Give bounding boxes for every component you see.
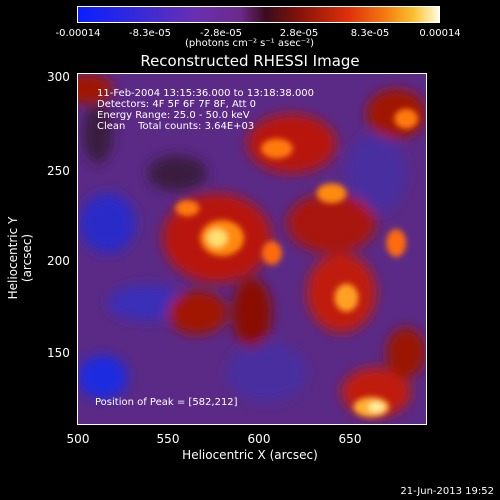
energy-range: Energy Range: 25.0 - 50.0 keV: [97, 110, 250, 121]
footer-date: 21-Jun-2013 19:52: [400, 486, 494, 497]
time-range: 11-Feb-2004 13:15:36.000 to 13:18:38.000: [97, 88, 315, 99]
y-tick-label: 200: [47, 254, 70, 268]
clean-counts: Clean Total counts: 3.64E+03: [97, 121, 255, 132]
colorbar-units: (photons cm⁻² s⁻¹ asec⁻²): [185, 38, 315, 49]
image-title: Reconstructed RHESSI Image: [140, 52, 360, 70]
y-tick-label: 150: [47, 346, 70, 360]
y-tick-label: 250: [47, 164, 70, 178]
x-tick-label: 650: [338, 432, 362, 446]
peak-position: Position of Peak = [582,212]: [95, 397, 238, 408]
colorbar-tick-label: 8.3e-05: [350, 28, 390, 39]
colorbar-tick-label: 2.8e-05: [279, 28, 319, 39]
colorbar-tick-label: -2.8e-05: [200, 28, 242, 39]
colorbar-tick-label: -0.00014: [55, 28, 101, 39]
colorbar-tick-label: -8.3e-05: [129, 28, 171, 39]
rhessi-image: [77, 73, 427, 425]
x-axis-label: Heliocentric X (arcsec): [182, 448, 318, 462]
detectors-info: Detectors: 4F 5F 6F 7F 8F, Att 0: [97, 99, 257, 110]
colorbar: [77, 6, 440, 23]
y-axis-label: Heliocentric Y (arcsec): [6, 216, 34, 300]
x-tick-label: 500: [66, 432, 90, 446]
x-tick-label: 600: [247, 432, 271, 446]
colorbar-tick-label: 0.00014: [419, 28, 461, 39]
x-tick-label: 550: [156, 432, 180, 446]
y-tick-label: 300: [47, 70, 70, 84]
